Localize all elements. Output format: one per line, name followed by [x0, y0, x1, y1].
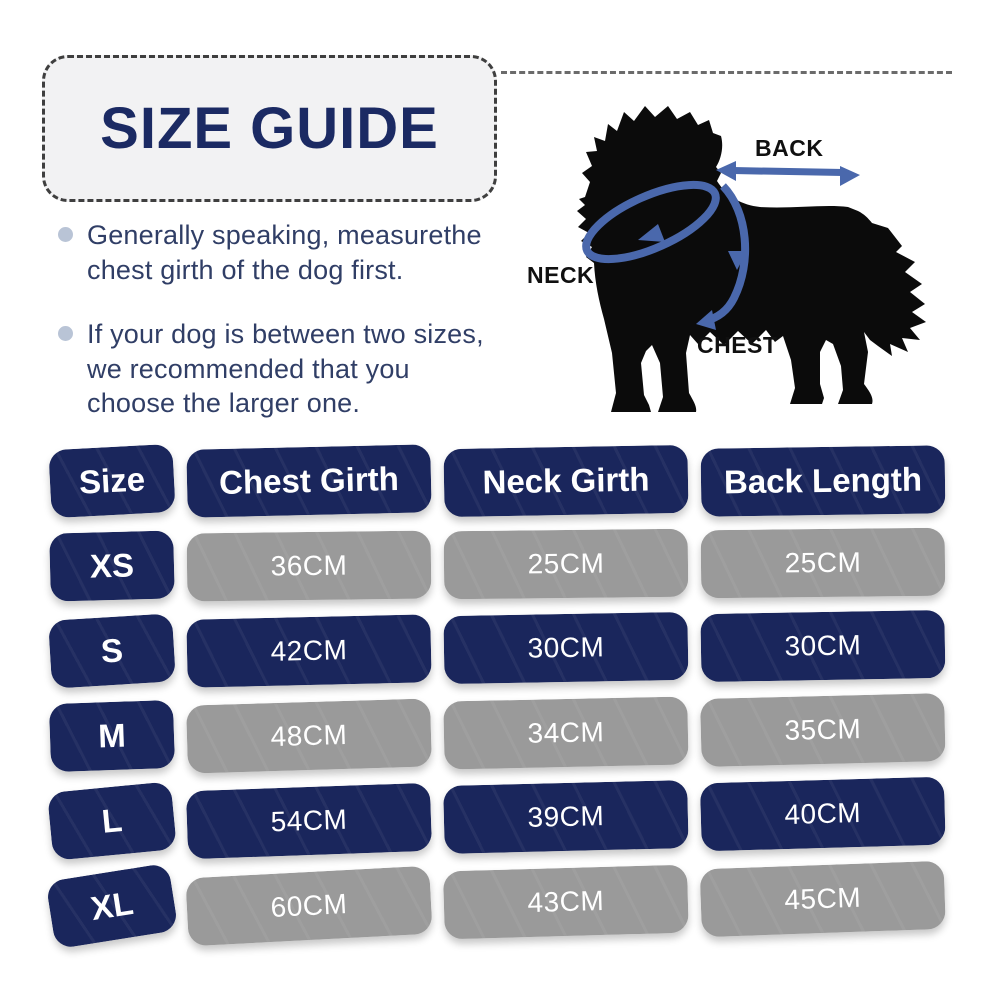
- note-item: Generally speaking, measurethe chest gir…: [52, 218, 504, 287]
- chest-girth-arrow: [696, 183, 750, 330]
- table-cell: 34CM: [443, 696, 689, 770]
- header-cell-size: Size: [48, 443, 176, 519]
- neck-girth-arrow: [582, 180, 720, 264]
- table-cell: 45CM: [699, 860, 946, 938]
- back-measurement-label: BACK: [755, 135, 824, 161]
- table-cell: 40CM: [699, 776, 946, 852]
- page-title: SIZE GUIDE: [100, 96, 439, 161]
- table-cell-size-s: S: [48, 613, 176, 689]
- note-text: Generally speaking, measurethe chest gir…: [87, 220, 482, 285]
- chest-measurement-label: CHEST: [697, 332, 778, 358]
- table-cell: 35CM: [700, 693, 946, 767]
- table-cell: 25CM: [700, 527, 946, 599]
- table-cell-size-xl: XL: [45, 862, 179, 950]
- neck-measurement-label: NECK: [527, 262, 595, 288]
- dog-measurement-diagram: [577, 106, 926, 412]
- back-length-arrow: [716, 161, 860, 186]
- dog-silhouette: [577, 106, 926, 412]
- measuring-notes: Generally speaking, measurethe chest gir…: [52, 218, 504, 451]
- table-cell: 25CM: [443, 528, 689, 600]
- table-cell: 54CM: [185, 782, 433, 860]
- note-text: If your dog is between two sizes, we rec…: [87, 319, 484, 419]
- table-cell-size-l: L: [47, 781, 177, 861]
- table-cell: 42CM: [186, 614, 432, 688]
- table-cell: 30CM: [700, 609, 946, 683]
- table-cell-size-xs: XS: [49, 530, 175, 602]
- bullet-icon: [58, 227, 73, 242]
- table-cell: 36CM: [186, 530, 432, 602]
- header-cell-back-length: Back Length: [700, 445, 946, 517]
- header-cell-chest-girth: Chest Girth: [186, 444, 432, 518]
- size-table: Size Chest Girth Neck Girth Back Length …: [45, 443, 946, 950]
- header-cell-neck-girth: Neck Girth: [443, 444, 689, 518]
- dashed-divider-line: [501, 71, 952, 74]
- size-guide-title-box: SIZE GUIDE: [42, 55, 497, 202]
- table-cell: 48CM: [186, 698, 432, 774]
- table-cell: 43CM: [442, 864, 689, 940]
- note-item: If your dog is between two sizes, we rec…: [52, 317, 504, 421]
- bullet-icon: [58, 326, 73, 342]
- table-cell: 39CM: [443, 780, 689, 854]
- table-cell: 60CM: [185, 865, 433, 947]
- table-cell: 30CM: [443, 611, 689, 685]
- table-cell-size-m: M: [48, 699, 176, 773]
